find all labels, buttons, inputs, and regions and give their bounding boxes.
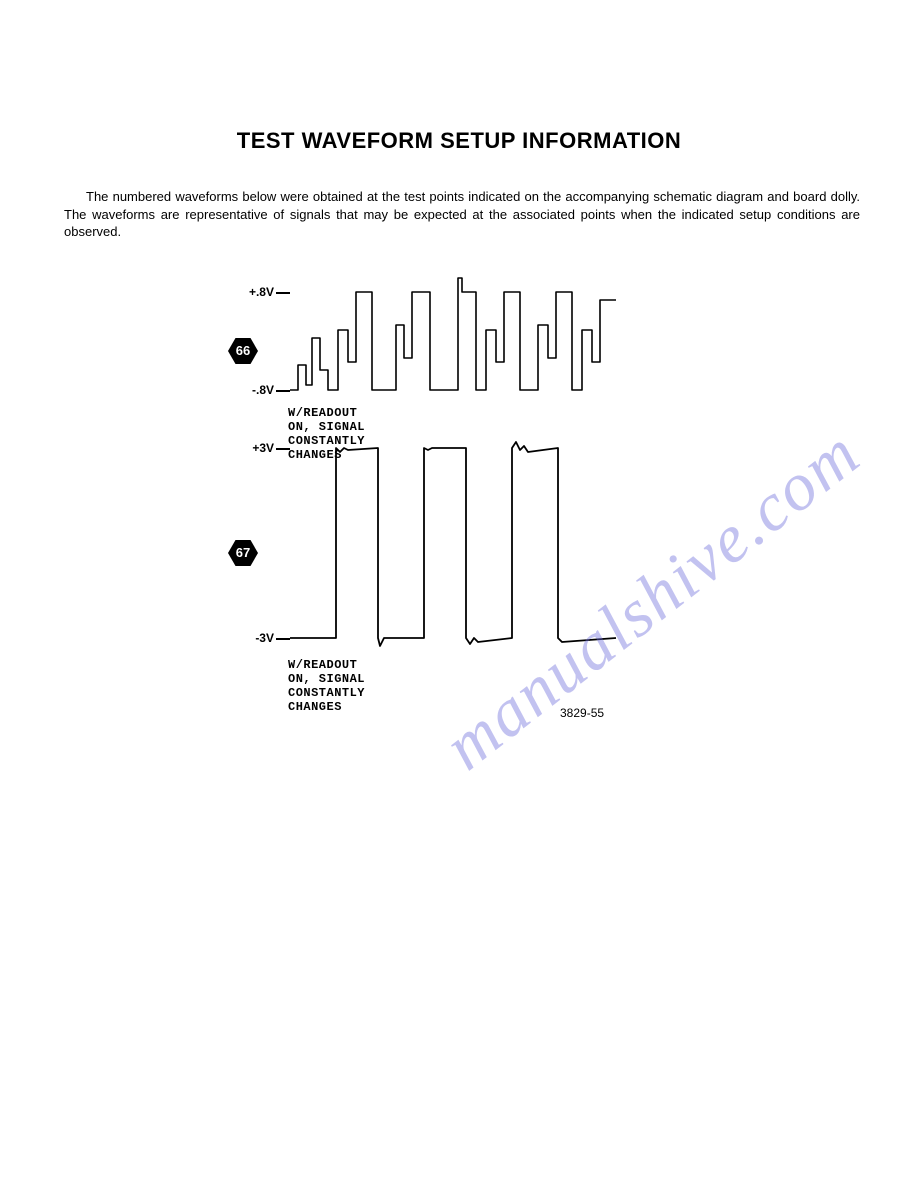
intro-paragraph: The numbered waveforms below were obtain…	[64, 188, 860, 241]
waveform-caption-67: W/READOUT ON, SIGNAL CONSTANTLY CHANGES	[288, 658, 365, 714]
intro-text: The numbered waveforms below were obtain…	[64, 189, 860, 239]
y-high-label-67: +3V	[226, 441, 274, 455]
figure-number: 3829-55	[560, 706, 604, 720]
y-high-label-66: +.8V	[226, 285, 274, 299]
page: TEST WAVEFORM SETUP INFORMATION The numb…	[0, 0, 918, 1188]
waveform-badge-66: 66	[228, 338, 258, 364]
waveform-badge-67: 67	[228, 540, 258, 566]
y-low-label-67: -3V	[226, 631, 274, 645]
page-title: TEST WAVEFORM SETUP INFORMATION	[0, 128, 918, 154]
waveform-trace-66	[280, 270, 620, 400]
y-low-label-66: -.8V	[226, 383, 274, 397]
waveform-trace-67	[280, 432, 620, 650]
